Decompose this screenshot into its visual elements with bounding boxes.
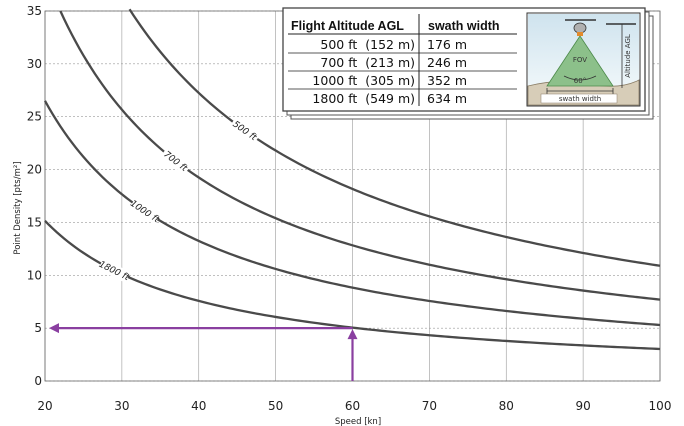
- density-arrow-head: [49, 323, 59, 334]
- y-tick-label: 20: [27, 163, 42, 177]
- series-label-bg: [129, 197, 161, 225]
- table-cell-swath: 634 m: [427, 91, 467, 106]
- table-cell-altitude: 1000 ft (305 m): [312, 73, 415, 88]
- y-tick-label: 10: [27, 268, 42, 282]
- x-tick-label: 60: [345, 399, 360, 413]
- swath-label-box: [540, 93, 618, 104]
- y-tick-label: 5: [34, 321, 42, 335]
- y-tick-label: 0: [34, 374, 42, 388]
- table-cell-swath: 352 m: [427, 73, 467, 88]
- x-axis-title: Speed [kn]: [335, 417, 381, 426]
- series-label-bg: [98, 258, 131, 283]
- series-label-bg: [229, 116, 261, 145]
- y-tick-label: 30: [27, 57, 42, 71]
- angle-label: 60°: [574, 77, 586, 85]
- angle-arc: [563, 75, 597, 81]
- y-tick-label: 15: [27, 215, 42, 229]
- swath-label: swath width: [559, 95, 601, 103]
- fov-cone: [546, 35, 614, 87]
- speed-arrow-head: [347, 329, 358, 340]
- x-tick-label: 80: [499, 399, 514, 413]
- fov-label: FOV: [573, 56, 587, 64]
- altitude-label: Altitude AGL: [624, 34, 632, 78]
- helicopter-icon: [573, 22, 587, 34]
- x-tick-label: 100: [649, 399, 672, 413]
- series-line: [59, 10, 661, 301]
- x-tick-label: 40: [191, 399, 206, 413]
- table-cell-swath: 176 m: [427, 37, 467, 52]
- speed-density-annotation: [49, 323, 358, 381]
- x-tick-label: 70: [422, 399, 437, 413]
- series-line: [128, 8, 661, 267]
- x-tick-label: 50: [268, 399, 283, 413]
- y-axis-title: Point Density [pts/m²]: [13, 161, 23, 254]
- info-panel: Flight Altitude AGL swath width 500 ft (…: [282, 7, 654, 120]
- y-tick-label: 35: [27, 4, 42, 18]
- table-header-swath: swath width: [428, 19, 500, 33]
- table-cell-altitude: 500 ft (152 m): [320, 37, 415, 52]
- x-tick-label: 30: [114, 399, 129, 413]
- tick-labels: 20 30 40 50 60 70 80 90 100 0 5 10 15 20 25 30 35: [27, 4, 672, 413]
- sensor-icon: [577, 32, 583, 36]
- table-cell-altitude: 1800 ft (549 m): [312, 91, 415, 106]
- lidar-fov-diagram: FOV 60° Altitude AGL swath width: [526, 12, 641, 107]
- table-header-altitude: Flight Altitude AGL: [291, 19, 404, 33]
- x-tick-label: 20: [37, 399, 52, 413]
- table-cell-altitude: 700 ft (213 m): [320, 55, 415, 70]
- table-cell-swath: 246 m: [427, 55, 467, 70]
- altitude-swath-table: Flight Altitude AGL swath width 500 ft (…: [288, 14, 517, 106]
- y-tick-label: 25: [27, 110, 42, 124]
- x-tick-label: 90: [575, 399, 590, 413]
- series-label-bg: [160, 147, 192, 175]
